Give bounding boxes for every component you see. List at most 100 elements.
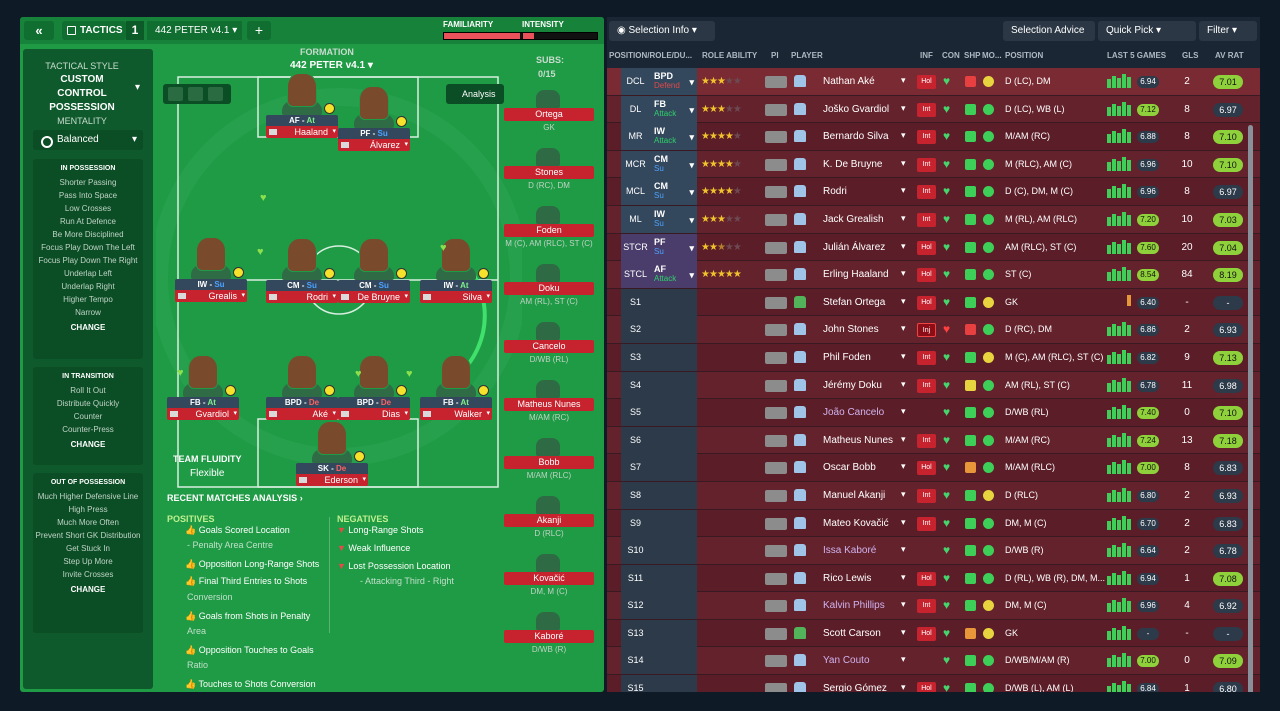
table-row[interactable]: S12 Kalvin Phillips ▾ Int ♥ DM, M (C) 6.96 4 6.9… xyxy=(607,592,1260,620)
chevron-down-icon[interactable]: ▾ xyxy=(901,378,906,389)
chevron-down-icon[interactable]: ▾ xyxy=(901,461,906,472)
chevron-down-icon[interactable]: ▾ xyxy=(901,626,906,637)
column-header[interactable]: LAST 5 GAMES xyxy=(1107,51,1167,60)
in-transition-change-button[interactable]: CHANGE xyxy=(70,440,106,449)
position-cell[interactable]: DCL xyxy=(621,68,650,95)
table-row[interactable]: S4 Jérémy Doku ▾ Int ♥ AM (RL), ST (C) 6.78 11 6… xyxy=(607,371,1260,400)
player-name[interactable]: Stefan Ortega xyxy=(823,296,886,308)
tactics-tab[interactable]: TACTICS xyxy=(62,21,126,40)
analysis-button[interactable]: Analysis xyxy=(446,84,504,104)
player-instructions-icon[interactable] xyxy=(765,269,787,282)
tactical-instruction[interactable]: Underlap Right xyxy=(61,282,115,291)
column-header[interactable]: MO... xyxy=(982,51,1002,60)
chevron-down-icon[interactable]: ▾ xyxy=(901,516,906,527)
player-name[interactable]: K. De Bruyne xyxy=(823,158,883,170)
player-name[interactable]: Joško Gvardiol xyxy=(823,103,890,115)
tactical-instruction[interactable]: Underlap Left xyxy=(63,269,113,278)
table-row[interactable]: S8 Manuel Akanji ▾ Int ♥ D (RLC) 6.80 2 6.93 xyxy=(607,481,1260,510)
table-row[interactable]: S1 Stefan Ortega ▾ Hol ♥ GK 6.40 - - xyxy=(607,288,1260,317)
position-cell[interactable]: MCL xyxy=(621,178,650,206)
player-instructions-icon[interactable] xyxy=(765,103,787,116)
intensity-bar[interactable] xyxy=(522,32,598,40)
tactical-instruction[interactable]: Much Higher Defensive Line xyxy=(37,492,139,501)
selection-info-button[interactable]: ◉ Selection Info ▾ xyxy=(609,21,715,41)
chevron-down-icon[interactable]: ▾ xyxy=(901,571,906,582)
player-name[interactable]: Bernardo Silva xyxy=(823,131,889,143)
role-cell[interactable]: PF Su ▾ xyxy=(650,233,697,261)
role-cell[interactable] xyxy=(650,619,697,647)
player-instructions-icon[interactable] xyxy=(765,351,787,364)
chevron-down-icon[interactable]: ▾ xyxy=(901,350,906,361)
table-row[interactable]: S2 John Stones ▾ Inj ♥ D (RC), DM 6.86 2 6.93 xyxy=(607,316,1260,344)
player-instructions-icon[interactable] xyxy=(765,76,787,88)
chevron-down-icon[interactable]: ▾ xyxy=(901,682,906,692)
mentality-select[interactable]: Balanced ▾ xyxy=(33,130,143,150)
table-row[interactable]: S14 Yan Couto ▾ ♥ D/WB/M/AM (R) 7.00 0 7.09 xyxy=(607,647,1260,676)
pitch-player-card[interactable]: FB - At Gvardiol xyxy=(167,397,239,420)
position-cell[interactable]: S7 xyxy=(621,454,650,482)
tactical-instruction[interactable]: Counter-Press xyxy=(62,425,114,434)
chevron-down-icon[interactable]: ▾ xyxy=(689,159,694,170)
tactical-instruction[interactable]: Shorter Passing xyxy=(59,178,117,187)
chevron-down-icon[interactable]: ▾ xyxy=(901,185,906,196)
tactical-instruction[interactable]: Prevent Short GK Distribution xyxy=(35,531,141,540)
position-cell[interactable]: S6 xyxy=(621,426,650,454)
chevron-down-icon[interactable]: ▾ xyxy=(901,268,906,279)
chevron-down-icon[interactable]: ▾ xyxy=(689,187,694,198)
table-row[interactable]: S7 Oscar Bobb ▾ Hol ♥ M/AM (RLC) 7.00 8 6.83 xyxy=(607,454,1260,482)
player-instructions-icon[interactable] xyxy=(765,545,787,558)
in-possession-change-button[interactable]: CHANGE xyxy=(70,323,106,332)
role-cell[interactable] xyxy=(650,454,697,482)
chevron-down-icon[interactable]: ▾ xyxy=(901,102,906,113)
tactical-instruction[interactable]: Roll It Out xyxy=(70,386,106,395)
tactical-instruction[interactable]: Run At Defence xyxy=(59,217,117,226)
player-name[interactable]: Mateo Kovačić xyxy=(823,517,889,529)
position-cell[interactable]: S11 xyxy=(621,564,650,592)
table-row[interactable]: S9 Mateo Kovačić ▾ Int ♥ DM, M (C) 6.70 2 6.83 xyxy=(607,509,1260,538)
player-instructions-icon[interactable] xyxy=(765,683,787,692)
tactical-instruction[interactable]: Higher Tempo xyxy=(63,295,113,304)
table-row[interactable]: DCL BPD Defend ▾ ★★★★★ Nathan Aké ▾ Hol ♥ D (LC),… xyxy=(607,68,1260,96)
player-instructions-icon[interactable] xyxy=(765,462,787,475)
pitch-player-card[interactable]: PF - Su Álvarez xyxy=(338,128,410,151)
position-cell[interactable]: STCR xyxy=(621,233,650,261)
role-cell[interactable] xyxy=(650,343,697,371)
player-instructions-icon[interactable] xyxy=(765,296,787,309)
user-icon[interactable] xyxy=(168,87,183,101)
player-name[interactable]: Matheus Nunes xyxy=(823,434,894,446)
table-row[interactable]: MCL CM Su ▾ ★★★★★ Rodri ▾ Int ♥ D (C), DM, M (C) 6… xyxy=(607,178,1260,206)
column-header[interactable]: POSITION/ROLE/DU... xyxy=(609,51,693,60)
tactical-instruction[interactable]: Be More Disciplined xyxy=(52,230,124,239)
table-row[interactable]: MR IW Attack ▾ ★★★★★ Bernardo Silva ▾ Int ♥ M/AM … xyxy=(607,123,1260,151)
chevron-down-icon[interactable]: ▾ xyxy=(901,212,906,223)
chevron-down-icon[interactable]: ▾ xyxy=(901,295,906,306)
role-cell[interactable]: CM Su ▾ xyxy=(650,150,697,178)
pitch-player-card[interactable]: AF - At Haaland xyxy=(266,115,338,138)
tactical-instruction[interactable]: High Press xyxy=(68,505,108,514)
table-row[interactable]: S6 Matheus Nunes ▾ Int ♥ M/AM (RC) 7.24 13 7.18 xyxy=(607,426,1260,455)
role-cell[interactable] xyxy=(650,426,697,454)
tactical-instruction[interactable]: Narrow xyxy=(75,308,101,317)
chevron-down-icon[interactable]: ▾ xyxy=(135,82,141,93)
table-row[interactable]: S13 Scott Carson ▾ Hol ♥ GK - - - xyxy=(607,619,1260,648)
player-name[interactable]: Rodri xyxy=(823,186,847,198)
role-cell[interactable] xyxy=(650,316,697,344)
tactical-instruction[interactable]: Pass Into Space xyxy=(58,191,118,200)
style-value[interactable]: CUSTOM CONTROL POSSESSION xyxy=(49,74,115,113)
player-instructions-icon[interactable] xyxy=(765,627,787,640)
column-header[interactable]: PLAYER xyxy=(791,51,823,60)
position-cell[interactable]: S1 xyxy=(621,288,650,316)
chevron-down-icon[interactable]: ▾ xyxy=(689,77,694,87)
tactical-instruction[interactable]: Distribute Quickly xyxy=(56,399,120,408)
pitch-player-card[interactable]: IW - At Silva xyxy=(420,280,492,303)
role-cell[interactable] xyxy=(650,399,697,427)
role-cell[interactable]: IW Su ▾ xyxy=(650,205,697,233)
role-cell[interactable]: BPD Defend ▾ xyxy=(650,68,697,95)
position-cell[interactable]: S5 xyxy=(621,399,650,427)
player-name[interactable]: John Stones xyxy=(823,324,879,336)
chevron-down-icon[interactable]: ▾ xyxy=(901,157,906,168)
player-instructions-icon[interactable] xyxy=(765,434,787,447)
filter-button[interactable]: Filter ▾ xyxy=(1199,21,1257,41)
tactic-slot[interactable]: 1 xyxy=(126,21,144,40)
chevron-down-icon[interactable]: ▾ xyxy=(901,406,906,417)
